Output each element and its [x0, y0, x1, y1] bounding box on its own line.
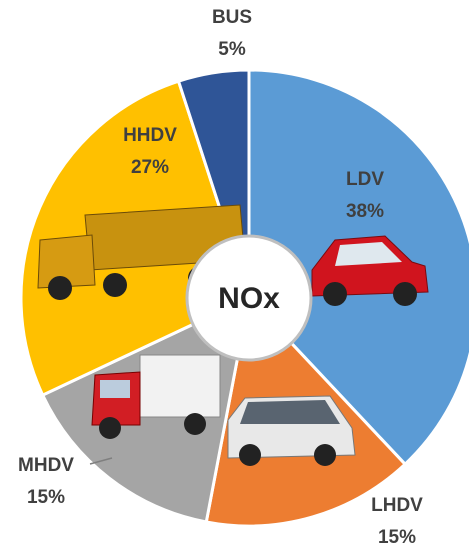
slice-name: LDV	[346, 169, 384, 190]
slice-name: MHDV	[18, 455, 74, 476]
labels: LDV 38% LHDV 15% MHDV 15% HHDV 27% BUS 5%	[18, 7, 423, 548]
truck-icon	[91, 354, 221, 439]
leader-line	[89, 457, 113, 465]
slice-name: HHDV	[123, 125, 177, 146]
slice-value-label: 15%	[378, 527, 416, 548]
car-icon	[311, 235, 429, 306]
slice-value-label: 27%	[131, 157, 169, 178]
van-icon	[227, 395, 356, 466]
slice-value-label: 15%	[27, 487, 65, 508]
slice-value-label: 5%	[218, 39, 246, 60]
slice-name: LHDV	[371, 495, 423, 516]
slice-name: BUS	[212, 7, 252, 28]
center-label: NOx	[218, 282, 280, 315]
slice-value-label: 38%	[346, 201, 384, 222]
center-hole	[185, 234, 313, 362]
